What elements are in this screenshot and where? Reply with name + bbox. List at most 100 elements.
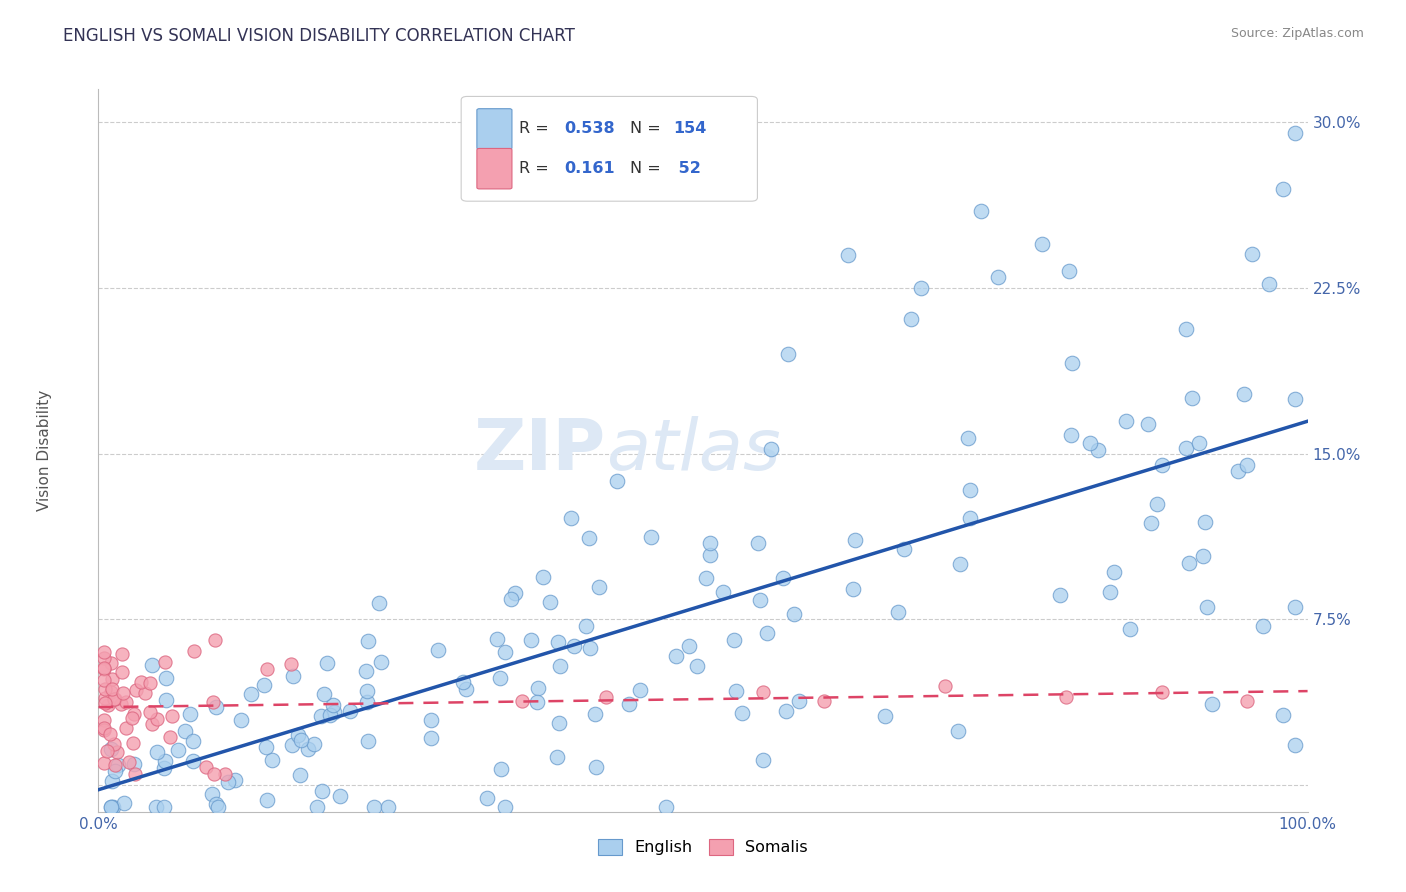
Point — [110, 697, 132, 711]
Point — [155, 754, 177, 768]
Point — [987, 270, 1010, 285]
Point — [711, 585, 734, 599]
Point — [1284, 127, 1306, 141]
Point — [256, 793, 278, 807]
Point — [319, 708, 342, 723]
Point — [93, 723, 115, 738]
Point — [96, 743, 118, 757]
Point — [262, 753, 284, 767]
Point — [100, 800, 122, 814]
Point — [121, 711, 143, 725]
Point — [546, 750, 568, 764]
Point — [1181, 392, 1204, 406]
Point — [204, 633, 226, 648]
Point — [195, 760, 218, 774]
Point — [1233, 387, 1256, 401]
Point — [419, 731, 441, 745]
Point — [1226, 464, 1249, 478]
Point — [122, 756, 145, 771]
Point — [281, 669, 304, 683]
Point — [494, 800, 516, 814]
Point — [205, 699, 228, 714]
Point — [370, 656, 392, 670]
Text: R =: R = — [519, 161, 560, 177]
Point — [183, 733, 205, 747]
Point — [588, 581, 610, 595]
Point — [155, 671, 177, 685]
Point — [311, 784, 333, 798]
Point — [153, 760, 176, 774]
Point — [723, 632, 745, 647]
Point — [526, 695, 548, 709]
Point — [1284, 600, 1306, 615]
Point — [207, 800, 229, 814]
Point — [134, 686, 156, 700]
Point — [1197, 599, 1219, 614]
Point — [287, 728, 309, 742]
Text: 52: 52 — [672, 161, 700, 177]
Point — [280, 657, 302, 671]
Point — [155, 655, 177, 669]
Point — [311, 708, 333, 723]
Point — [900, 311, 922, 326]
Point — [699, 549, 721, 563]
Point — [174, 724, 197, 739]
Point — [499, 592, 522, 607]
Point — [699, 536, 721, 550]
Point — [146, 712, 169, 726]
Point — [100, 800, 122, 814]
Point — [654, 800, 676, 814]
Point — [575, 618, 598, 632]
Point — [152, 800, 174, 814]
Point — [240, 687, 263, 701]
Point — [1140, 516, 1163, 530]
Point — [695, 570, 717, 584]
Text: 154: 154 — [672, 121, 706, 136]
Point — [254, 739, 277, 754]
Text: ENGLISH VS SOMALI VISION DISABILITY CORRELATION CHART: ENGLISH VS SOMALI VISION DISABILITY CORR… — [63, 27, 575, 45]
Point — [813, 694, 835, 708]
Point — [628, 682, 651, 697]
Point — [129, 674, 152, 689]
Point — [179, 706, 201, 721]
Point — [98, 727, 121, 741]
Point — [1115, 414, 1137, 428]
Point — [377, 800, 399, 814]
Point — [910, 281, 932, 295]
Point — [1152, 458, 1174, 472]
Point — [548, 659, 571, 673]
Point — [312, 687, 335, 701]
Point — [678, 639, 700, 653]
Point — [959, 510, 981, 524]
Point — [547, 635, 569, 649]
Text: Vision Disability: Vision Disability — [37, 390, 52, 511]
Point — [290, 768, 312, 782]
Point — [1284, 392, 1306, 406]
Point — [107, 758, 129, 772]
Point — [204, 767, 226, 781]
Point — [93, 722, 115, 736]
Point — [1188, 435, 1211, 450]
Point — [1152, 685, 1174, 699]
Point — [94, 690, 117, 705]
Point — [103, 800, 125, 814]
Point — [202, 695, 225, 709]
Point — [893, 541, 915, 556]
Point — [1236, 694, 1258, 708]
Point — [363, 800, 385, 814]
Point — [322, 706, 344, 720]
Point — [578, 641, 600, 656]
FancyBboxPatch shape — [461, 96, 758, 202]
Point — [356, 695, 378, 709]
Point — [229, 714, 252, 728]
Point — [1054, 690, 1077, 704]
Point — [1272, 181, 1295, 195]
Point — [93, 756, 115, 771]
Point — [139, 676, 162, 690]
Legend: English, Somalis: English, Somalis — [592, 832, 814, 862]
Point — [224, 773, 246, 788]
Point — [307, 800, 329, 814]
Point — [1258, 277, 1281, 291]
Point — [959, 483, 981, 497]
Point — [1201, 698, 1223, 712]
